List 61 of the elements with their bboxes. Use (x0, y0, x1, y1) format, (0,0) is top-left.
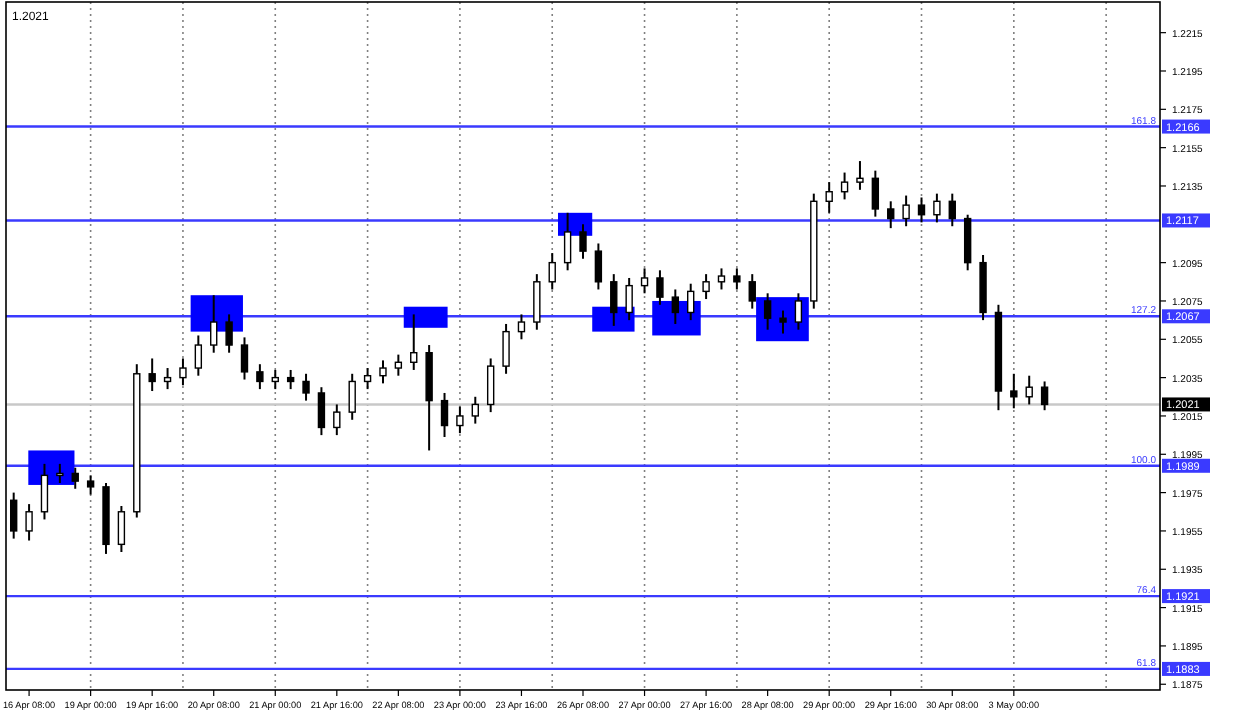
candlestick (517, 313, 526, 341)
candlestick (71, 466, 79, 490)
candlestick (856, 160, 864, 191)
candlestick (533, 273, 541, 331)
candlestick (179, 357, 187, 387)
candlestick (425, 344, 433, 452)
candlestick (240, 336, 249, 381)
candlestick (917, 196, 926, 224)
candlestick (933, 192, 941, 224)
candlestick (256, 363, 264, 391)
candlestick (625, 276, 633, 322)
candlestick (271, 368, 279, 391)
candlestick (410, 313, 418, 371)
candlestick (948, 192, 956, 228)
candlestick (902, 194, 910, 228)
candlestick (86, 474, 95, 496)
candlestick (302, 372, 310, 402)
candlestick (794, 292, 803, 331)
candlestick (502, 322, 510, 375)
candlestick (963, 213, 972, 272)
candlestick (286, 368, 295, 391)
candlestick (117, 505, 126, 554)
candlestick (363, 367, 372, 391)
candlestick (440, 391, 449, 439)
candlestick (594, 242, 603, 291)
candlestick (56, 462, 64, 485)
candlestick (317, 386, 326, 437)
candlestick (702, 273, 710, 301)
candlestick (579, 223, 587, 260)
candlestick (163, 367, 172, 391)
candlestick (456, 405, 464, 435)
candlestick (486, 357, 495, 414)
candlestick (656, 269, 664, 306)
candlestick (394, 353, 403, 377)
candlestick (779, 309, 787, 335)
candlestick (225, 313, 233, 354)
candlestick (210, 294, 218, 354)
candlestick (379, 359, 387, 385)
candlestick (733, 267, 741, 291)
candlestick (840, 171, 849, 201)
candlestick (748, 273, 756, 310)
candlestick (687, 282, 695, 322)
candlestick (610, 273, 618, 327)
candlestick (1010, 372, 1018, 410)
candlestick (25, 503, 33, 542)
candlestick (40, 462, 49, 521)
candlestick (825, 181, 833, 214)
candlestick (871, 169, 880, 218)
candlestick (348, 372, 356, 421)
candlestick (471, 395, 479, 425)
candlestick (717, 267, 726, 291)
candlestick (1040, 380, 1049, 412)
candlestick (548, 252, 556, 291)
candlestick (563, 211, 572, 272)
candlestick (887, 200, 895, 230)
candlestick (148, 357, 156, 393)
candlestick (194, 334, 203, 377)
candlestick (763, 292, 772, 331)
candlestick (333, 403, 341, 437)
candlestick (671, 288, 680, 325)
candlestick (640, 267, 649, 295)
